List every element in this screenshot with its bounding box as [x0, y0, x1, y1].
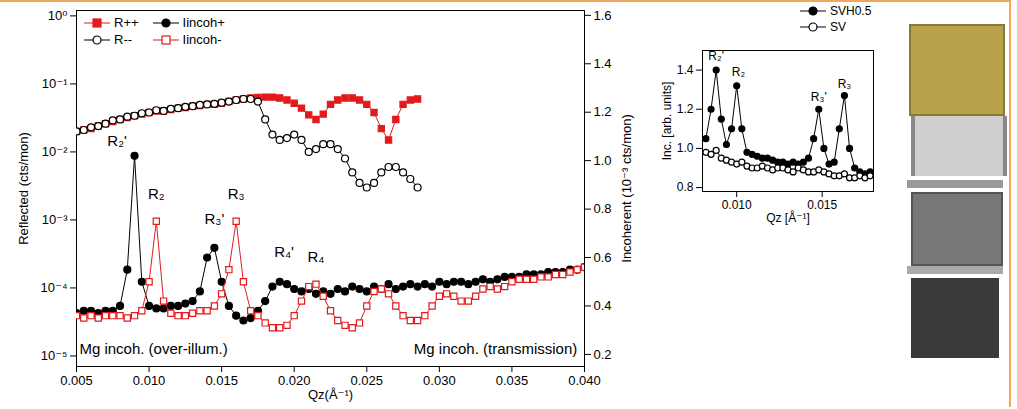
svg-text:Qz(Å⁻¹): Qz(Å⁻¹): [308, 387, 353, 402]
html-text:SVH0.5: SVH0.5: [830, 4, 872, 18]
svg-text:Qz [Å⁻¹]: Qz [Å⁻¹]: [766, 210, 810, 225]
svg-text:10⁻³: 10⁻³: [42, 212, 68, 227]
svg-text:0.010: 0.010: [722, 198, 752, 212]
svg-text:0.020: 0.020: [278, 373, 311, 388]
svg-text:Inc. [arb. units]: Inc. [arb. units]: [660, 82, 674, 161]
svg-text:0.8: 0.8: [594, 201, 612, 216]
svg-text:Incoherent (10⁻³ cts/mon): Incoherent (10⁻³ cts/mon): [619, 114, 634, 262]
svg-text:1.4: 1.4: [677, 63, 694, 77]
svg-text:1.4: 1.4: [594, 56, 612, 71]
html-text:Iincoh-: Iincoh-: [182, 32, 222, 47]
svg-text:0.030: 0.030: [423, 373, 456, 388]
svg-text:1.0: 1.0: [594, 153, 612, 168]
svg-text:R₂': R₂': [107, 132, 127, 149]
svg-text:R₃: R₃: [228, 185, 245, 202]
svg-text:R₃': R₃': [204, 210, 224, 227]
svg-text:0.035: 0.035: [496, 373, 529, 388]
svg-text:1.2: 1.2: [677, 102, 694, 116]
svg-text:0.015: 0.015: [807, 198, 837, 212]
svg-text:1.6: 1.6: [594, 8, 612, 23]
svg-text:0.005: 0.005: [60, 373, 93, 388]
svg-text:Reflected (cts/mon): Reflected (cts/mon): [16, 132, 31, 245]
html-text:Iincoh+: Iincoh+: [182, 15, 225, 30]
svg-text:0.010: 0.010: [133, 373, 166, 388]
svg-text:10⁻⁵: 10⁻⁵: [41, 348, 68, 363]
svg-text:R₄': R₄': [274, 243, 294, 260]
svg-text:R₂: R₂: [732, 65, 746, 79]
svg-text:1.0: 1.0: [677, 141, 694, 155]
html-text:SV: SV: [830, 20, 846, 34]
svg-text:10⁻¹: 10⁻¹: [42, 76, 68, 91]
html-text:R++: R++: [114, 15, 139, 30]
svg-text:R₂: R₂: [148, 185, 165, 202]
svg-text:0.4: 0.4: [594, 298, 612, 313]
html-text:R--: R--: [114, 32, 132, 47]
svg-text:0.015: 0.015: [205, 373, 238, 388]
svg-text:1.2: 1.2: [594, 104, 612, 119]
svg-text:R₂': R₂': [708, 49, 724, 63]
svg-text:Mg incoh. (transmission): Mg incoh. (transmission): [414, 340, 577, 357]
svg-text:10⁰: 10⁰: [48, 8, 68, 23]
svg-text:10⁻⁴: 10⁻⁴: [41, 280, 68, 295]
svg-text:R₃': R₃': [811, 90, 827, 104]
svg-text:0.6: 0.6: [594, 250, 612, 265]
svg-text:Mg incoh. (over-illum.): Mg incoh. (over-illum.): [79, 340, 227, 357]
svg-text:0.040: 0.040: [568, 373, 601, 388]
svg-text:0.8: 0.8: [677, 180, 694, 194]
svg-text:R₄: R₄: [308, 248, 325, 265]
svg-text:R₃: R₃: [838, 77, 852, 91]
svg-text:10⁻²: 10⁻²: [42, 144, 68, 159]
svg-text:0.025: 0.025: [351, 373, 384, 388]
svg-text:0.2: 0.2: [594, 347, 612, 362]
